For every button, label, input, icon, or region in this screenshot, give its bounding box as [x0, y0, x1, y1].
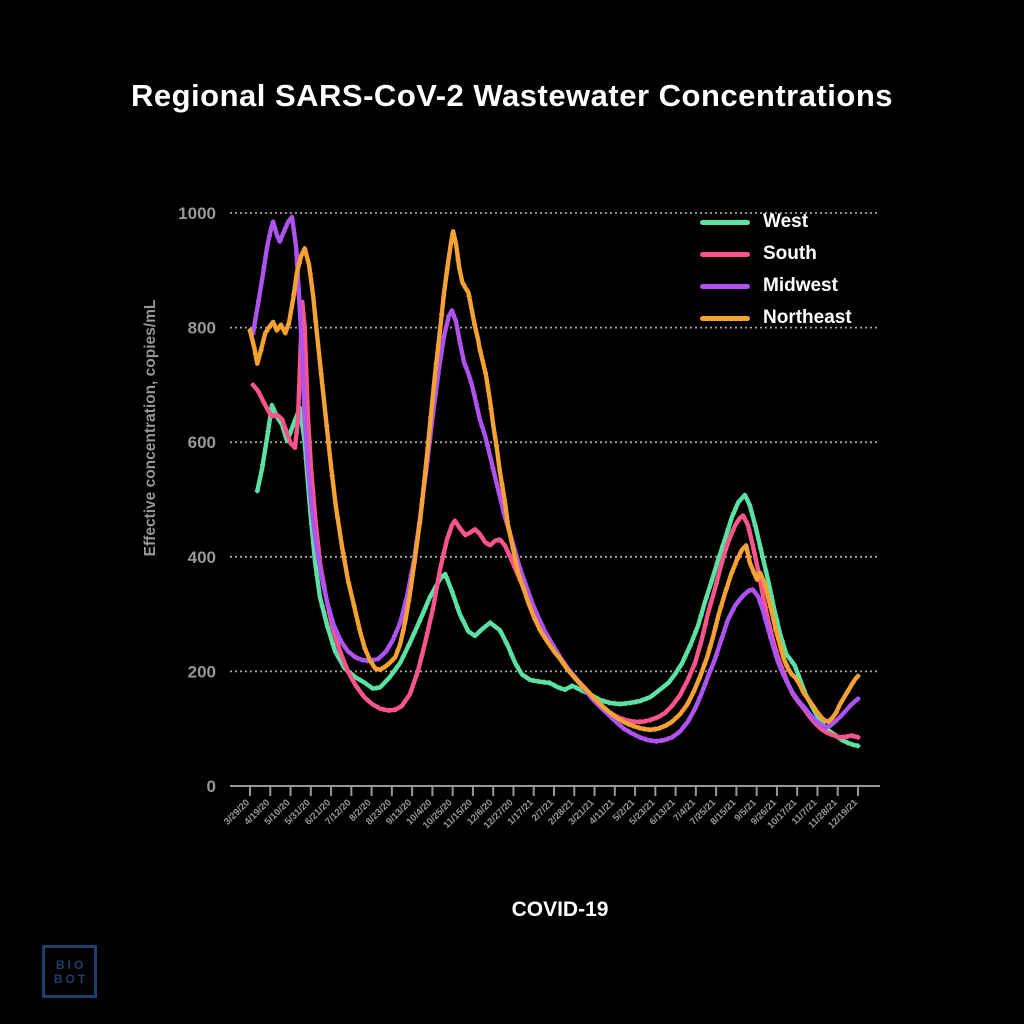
legend-label-northeast: Northeast — [763, 307, 852, 328]
legend-item-west: West — [700, 206, 852, 238]
x-axis-title: COVID-19 — [511, 898, 609, 921]
legend-item-midwest: Midwest — [700, 270, 852, 302]
series-markers-south — [250, 304, 861, 741]
legend: West South Midwest Northeast — [700, 206, 852, 334]
legend-label-south: South — [763, 243, 817, 264]
legend-swatch-midwest — [700, 283, 750, 289]
legend-item-south: South — [700, 238, 852, 270]
y-tick-label: 600 — [188, 433, 216, 452]
legend-swatch-south — [700, 251, 750, 257]
y-tick-label: 200 — [188, 662, 216, 681]
series-line-west — [255, 402, 861, 749]
y-axis-title: Effective concentration, copies/mL — [142, 299, 159, 557]
legend-item-northeast: Northeast — [700, 302, 852, 334]
chart-title: Regional SARS-CoV-2 Wastewater Concentra… — [130, 78, 894, 113]
y-tick-label: 1000 — [178, 204, 216, 223]
y-tick-label: 0 — [207, 777, 216, 796]
legend-label-midwest: Midwest — [763, 275, 838, 296]
biobot-logo: BIO BOT — [42, 945, 97, 998]
logo-line-2: BOT — [53, 971, 89, 986]
logo-line-1: BIO — [55, 957, 87, 972]
legend-swatch-west — [700, 219, 750, 225]
legend-swatch-northeast — [700, 315, 750, 321]
y-tick-label: 800 — [188, 319, 216, 338]
y-tick-label: 400 — [188, 548, 216, 567]
legend-label-west: West — [763, 211, 809, 232]
